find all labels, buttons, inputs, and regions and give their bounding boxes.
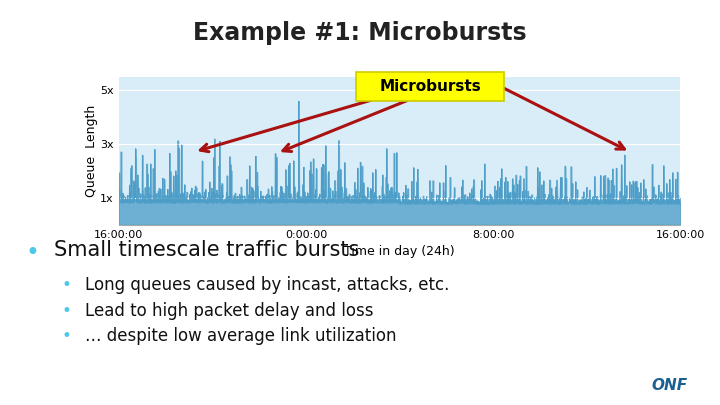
Text: •: • xyxy=(61,327,71,345)
Text: •: • xyxy=(61,276,71,294)
Text: Microbursts: Microbursts xyxy=(379,79,481,94)
Y-axis label: Queue  Length: Queue Length xyxy=(84,105,97,197)
Text: Long queues caused by incast, attacks, etc.: Long queues caused by incast, attacks, e… xyxy=(85,276,449,294)
Text: Small timescale traffic bursts: Small timescale traffic bursts xyxy=(54,240,359,260)
Text: •: • xyxy=(25,241,39,265)
Text: ONF: ONF xyxy=(652,378,688,393)
Text: Lead to high packet delay and loss: Lead to high packet delay and loss xyxy=(85,302,374,320)
Text: Example #1: Microbursts: Example #1: Microbursts xyxy=(193,21,527,45)
X-axis label: Time in day (24h): Time in day (24h) xyxy=(344,245,455,258)
Text: •: • xyxy=(61,302,71,320)
Text: … despite low average link utilization: … despite low average link utilization xyxy=(85,327,397,345)
FancyBboxPatch shape xyxy=(356,72,504,101)
